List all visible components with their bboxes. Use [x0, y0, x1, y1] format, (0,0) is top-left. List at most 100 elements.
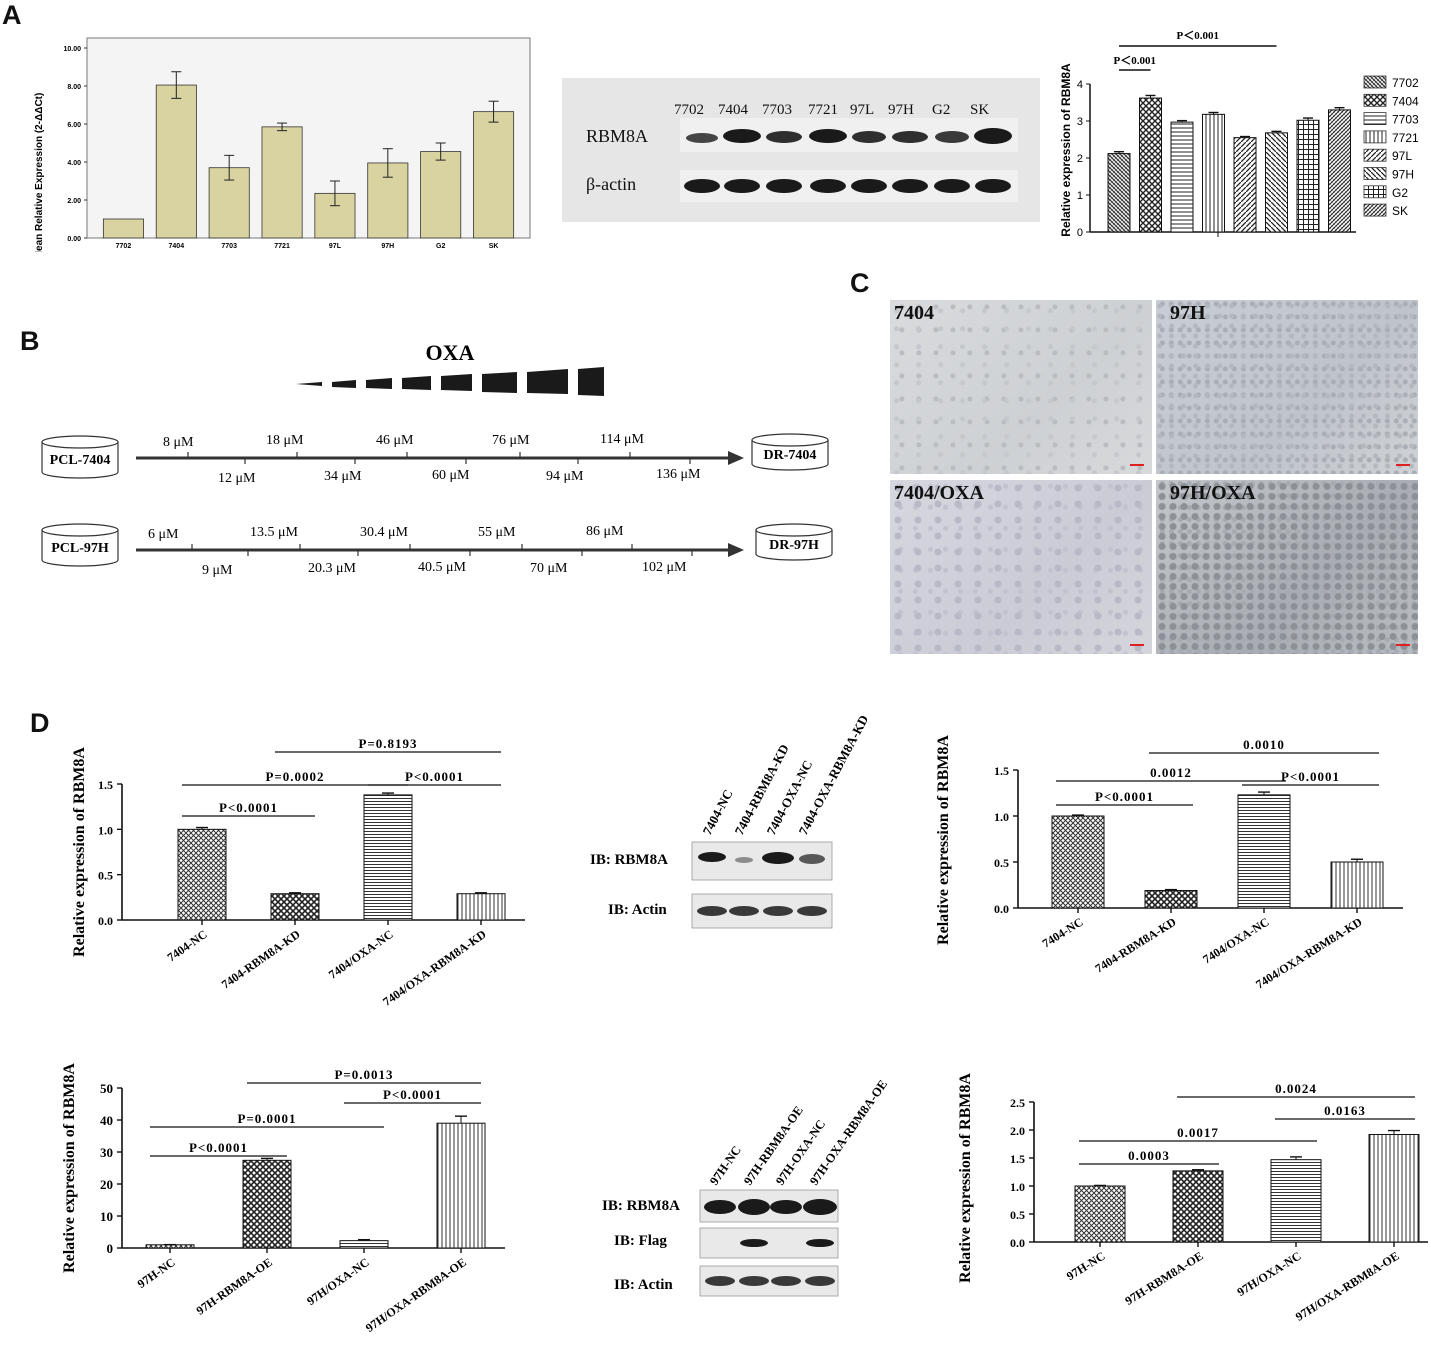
wb-a-band [852, 131, 886, 143]
x-tick-label: 7404/OXA-RBM8A-KD [380, 927, 489, 1009]
micrograph-7404-oxa: 7404/OXA [890, 480, 1152, 654]
x-tick-label: 97L [329, 243, 342, 250]
start-label-7404: PCL-7404 [50, 453, 111, 468]
wb-d2-row: IB: Flag [614, 1233, 667, 1249]
y-tick-label: 1.5 [1010, 1152, 1025, 1166]
y-tick-label: 3 [1077, 116, 1083, 128]
y-tick-label: 0 [1077, 227, 1083, 239]
y-tick-label: 2.00 [67, 198, 81, 205]
x-tick-label: SK [489, 243, 499, 250]
y-tick-label: 0.0 [1010, 1236, 1025, 1250]
wb-a-band [686, 133, 718, 143]
x-tick-label: 97H-RBM8A-OE [194, 1255, 275, 1318]
start-cylinder-7404: PCL-7404 [41, 435, 119, 479]
p-value-label: 0.0163 [1324, 1103, 1366, 1118]
panel-label-d: D [30, 708, 50, 738]
p-value-label: P=0.0001 [237, 1111, 296, 1126]
bar [314, 192, 356, 239]
p-value-label: 0.0024 [1275, 1081, 1317, 1096]
y-tick-label: 1.0 [98, 823, 113, 837]
bar [1296, 119, 1320, 233]
bar [436, 1122, 486, 1249]
wb-a-band [892, 179, 928, 193]
wb-d2-band [806, 1239, 834, 1247]
legend-swatch [1363, 112, 1387, 125]
chart-d2: 0.0 0.5 1.0 1.5 7404-NC 7404-RBM8A-KD 7404/OXA… [935, 735, 1403, 992]
y-tick-label: 20 [100, 1177, 113, 1192]
wb-a-lane: SK [970, 102, 990, 118]
x-tick-label: 97H/OXA-NC [1235, 1249, 1304, 1299]
x-tick-label: 7404-RBM8A-KD [219, 927, 303, 992]
wb-d2-band [770, 1200, 802, 1214]
legend-swatch [1363, 75, 1387, 89]
wb-a-band [766, 179, 802, 193]
bar [1051, 815, 1105, 909]
x-tick-label: 7721 [274, 243, 290, 250]
legend-label: 97H [1392, 168, 1414, 182]
micrograph-label: 7404/OXA [894, 482, 984, 504]
bar [1107, 153, 1131, 233]
y-tick-label: 1.0 [994, 810, 1009, 824]
x-tick-label: 7703 [221, 243, 237, 250]
wb-a-lane: 7404 [718, 102, 748, 118]
arrowhead [728, 451, 744, 465]
wb-a-band [851, 179, 887, 193]
bar [1328, 109, 1351, 233]
x-tick-label: 97H-RBM8A-OE [1122, 1249, 1205, 1308]
chart-a1: 0.00 2.00 4.00 6.00 8.00 10.00 7702 7404 7703 772… [34, 37, 531, 252]
wb-a-band [766, 131, 802, 143]
wb-d1-band [763, 906, 793, 916]
legend-swatch [1363, 93, 1387, 107]
y-tick-label: 0.0 [98, 914, 113, 928]
wb-d1-row: IB: Actin [608, 902, 667, 918]
dose-label: 46 μM [376, 433, 414, 448]
dose-label: 30.4 μM [360, 525, 409, 540]
x-tick-label: 7404-RBM8A-KD [1093, 914, 1179, 975]
micrograph-7404: 7404 [890, 300, 1152, 474]
wb-a-band [723, 129, 761, 143]
x-tick-label: 7404 [169, 243, 185, 250]
wb-a-row-actin: β-actin [586, 174, 637, 194]
y-tick-label: 0.5 [98, 869, 113, 883]
dose-label: 40.5 μM [418, 560, 467, 575]
bar [270, 893, 320, 921]
wb-d1-row: IB: RBM8A [590, 852, 668, 868]
p-value-label: P=0.8193 [358, 736, 417, 751]
wb-a-bands [680, 118, 1018, 202]
wb-d2-lane: 97H-NC [707, 1143, 744, 1187]
dose-label: 114 μM [600, 432, 644, 447]
bar [261, 126, 303, 239]
wb-a-row-rbm8a: RBM8A [586, 126, 649, 146]
y-axis-label: Relative expression of RBM8A [61, 1063, 78, 1273]
wb-d2-band [705, 1276, 735, 1286]
y-tick-label: 0.5 [1010, 1208, 1025, 1222]
wb-d2-band [738, 1199, 770, 1215]
bar [177, 828, 227, 921]
oxa-dose-wedge [296, 367, 604, 396]
wb-d2-band [740, 1239, 768, 1247]
y-tick-label: 2.5 [1010, 1096, 1025, 1110]
wb-d1-band [729, 906, 759, 916]
end-label-7404: DR-7404 [764, 448, 817, 463]
chart-a2-ylabel: Relative expression of RBM8A [1059, 63, 1073, 237]
start-cylinder-97h: PCL-97H [41, 523, 119, 567]
dose-label: 55 μM [478, 525, 516, 540]
wb-a-lane: 7721 [808, 102, 838, 118]
wb-a-lane: G2 [932, 102, 951, 118]
p-value-label: P＜0.001 [1177, 30, 1219, 42]
y-tick-label: 30 [100, 1145, 113, 1160]
western-blot-d2: 97H-NC 97H-RBM8A-OE 97H-OXA-NC 97H-OXA-R… [602, 1077, 890, 1297]
legend-label: SK [1392, 204, 1408, 218]
bar [155, 84, 197, 239]
x-tick-label: 97H-NC [1064, 1249, 1108, 1283]
micrograph-97h-oxa: 97H/OXA [1156, 480, 1418, 654]
wb-d2-band [739, 1276, 769, 1286]
wb-d1-band [797, 906, 827, 916]
y-tick-label: 0.0 [994, 902, 1009, 916]
wb-a-band [934, 179, 970, 193]
legend-swatch [1363, 148, 1387, 162]
p-value-label: 0.0012 [1150, 765, 1192, 780]
y-tick-label: 2.0 [1010, 1124, 1025, 1138]
y-axis-label: Relative expression of RBM8A [71, 747, 88, 957]
y-tick-label: 6.00 [67, 122, 81, 129]
